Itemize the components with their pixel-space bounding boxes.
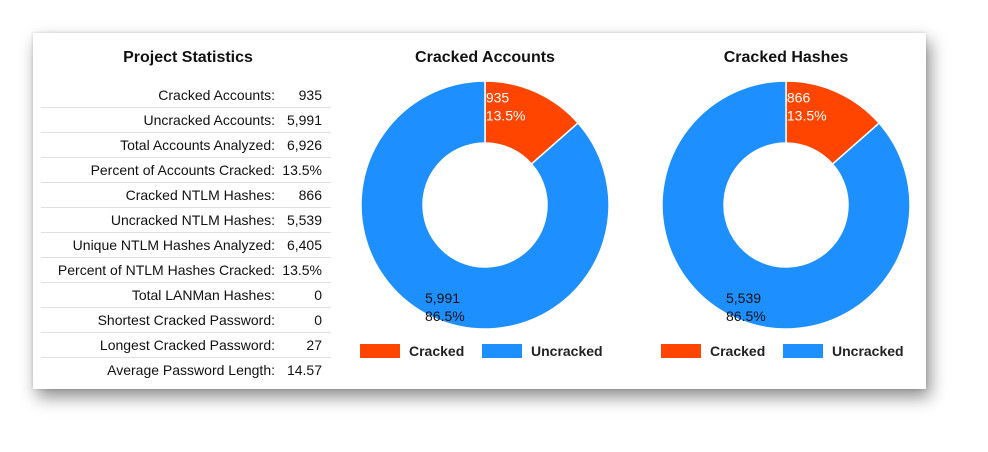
legend-label-cracked[interactable]: Cracked [710,343,765,359]
statistics-card: Project Statistics Cracked Accounts: 935 U… [33,33,926,389]
data-label-percent: 86.5% [425,308,465,324]
stat-row: Average Password Length: 14.57 [41,357,331,382]
project-statistics-table: Project Statistics Cracked Accounts: 935 U… [41,33,331,382]
stat-row: Shortest Cracked Password: 0 [41,307,331,332]
stat-label: Average Password Length: [107,362,275,378]
stat-row: Cracked NTLM Hashes: 866 [41,182,331,207]
stat-row: Cracked Accounts: 935 [41,83,331,107]
data-label-value: 866 [787,90,811,106]
stat-value: 5,991 [286,112,322,128]
stat-label: Uncracked Accounts: [143,112,275,128]
stat-value: 27 [306,337,322,353]
stat-value: 13.5% [282,262,322,278]
stat-value: 13.5% [282,162,322,178]
data-label-percent: 13.5% [787,108,827,124]
stat-label: Total Accounts Analyzed: [120,137,275,153]
legend-label-cracked[interactable]: Cracked [409,343,464,359]
cracked-accounts-chart: Cracked Accounts 935 13.5% 5,991 86.5% Crack… [360,33,620,378]
stat-value: 6,405 [286,237,322,253]
stat-label: Cracked NTLM Hashes: [125,187,275,203]
stat-row: Longest Cracked Password: 27 [41,332,331,357]
stat-value: 14.57 [286,362,322,378]
cracked-hashes-chart: Cracked Hashes 866 13.5% 5,539 86.5% Cracked… [661,33,921,378]
stat-row: Total LANMan Hashes: 0 [41,282,331,307]
stat-row: Unique NTLM Hashes Analyzed: 6,405 [41,232,331,257]
stat-value: 0 [314,312,322,328]
chart-title: Cracked Accounts [415,49,555,66]
stat-value: 0 [314,287,322,303]
cracked-hashes-donut: 866 13.5% 5,539 86.5% Cracked Uncracked [661,80,911,359]
stat-label: Total LANMan Hashes: [131,287,275,303]
stat-label: Longest Cracked Password: [99,337,275,353]
stat-label: Unique NTLM Hashes Analyzed: [72,237,275,253]
data-label-value: 935 [486,90,510,106]
data-label-percent: 13.5% [486,108,526,124]
stat-value: 6,926 [286,137,322,153]
stat-row: Uncracked Accounts: 5,991 [41,107,331,132]
stat-row: Uncracked NTLM Hashes: 5,539 [41,207,331,232]
slice-uncracked[interactable] [360,80,610,330]
stat-row: Percent of Accounts Cracked: 13.5% [41,157,331,182]
stat-rows: Cracked Accounts: 935 Uncracked Accounts: 5… [41,83,331,382]
stat-row: Percent of NTLM Hashes Cracked: 13.5% [41,257,331,282]
stat-value: 935 [298,87,322,103]
legend-swatch-uncracked [482,344,522,358]
data-label-percent: 86.5% [726,308,766,324]
stat-value: 866 [298,187,322,203]
project-statistics-title: Project Statistics [123,49,253,66]
legend-label-uncracked[interactable]: Uncracked [832,343,904,359]
slice-uncracked[interactable] [661,80,911,330]
legend-swatch-cracked [661,344,701,358]
data-label-value: 5,539 [726,290,761,306]
stat-label: Percent of NTLM Hashes Cracked: [57,262,275,278]
chart-title: Cracked Hashes [723,49,849,66]
stat-row: Total Accounts Analyzed: 6,926 [41,132,331,157]
stat-value: 5,539 [286,212,322,228]
data-label-value: 5,991 [425,290,460,306]
stat-label: Percent of Accounts Cracked: [90,162,275,178]
legend-swatch-uncracked [783,344,823,358]
stat-label: Shortest Cracked Password: [97,312,275,328]
legend-label-uncracked[interactable]: Uncracked [531,343,603,359]
cracked-accounts-donut: 935 13.5% 5,991 86.5% Cracked Uncracked [360,80,610,359]
legend-swatch-cracked [360,344,400,358]
stat-label: Uncracked NTLM Hashes: [110,212,275,228]
stat-label: Cracked Accounts: [158,87,275,103]
